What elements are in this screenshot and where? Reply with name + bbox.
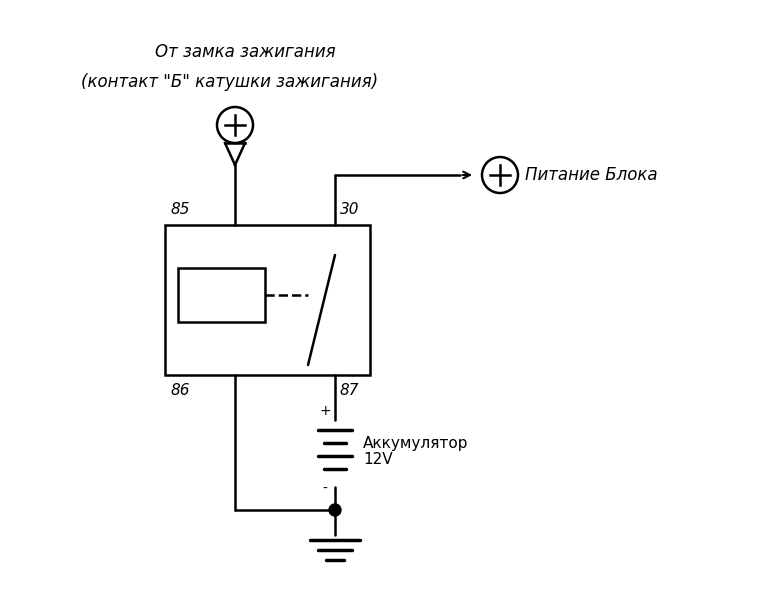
Bar	[165, 225, 370, 375]
Text: 30: 30	[340, 202, 359, 217]
Text: +: +	[319, 404, 331, 418]
Text: 86: 86	[170, 383, 190, 398]
Text: -: -	[323, 482, 328, 496]
Text: Питание Блока: Питание Блока	[525, 166, 657, 184]
Bar	[178, 268, 265, 322]
Text: 87: 87	[340, 383, 359, 398]
Text: 12V: 12V	[363, 451, 393, 467]
Circle shape	[329, 504, 341, 516]
Text: От замка зажигания: От замка зажигания	[155, 43, 335, 61]
Text: 85: 85	[170, 202, 190, 217]
Text: (контакт "Б" катушки зажигания): (контакт "Б" катушки зажигания)	[82, 73, 379, 91]
Text: Аккумулятор: Аккумулятор	[363, 435, 468, 451]
